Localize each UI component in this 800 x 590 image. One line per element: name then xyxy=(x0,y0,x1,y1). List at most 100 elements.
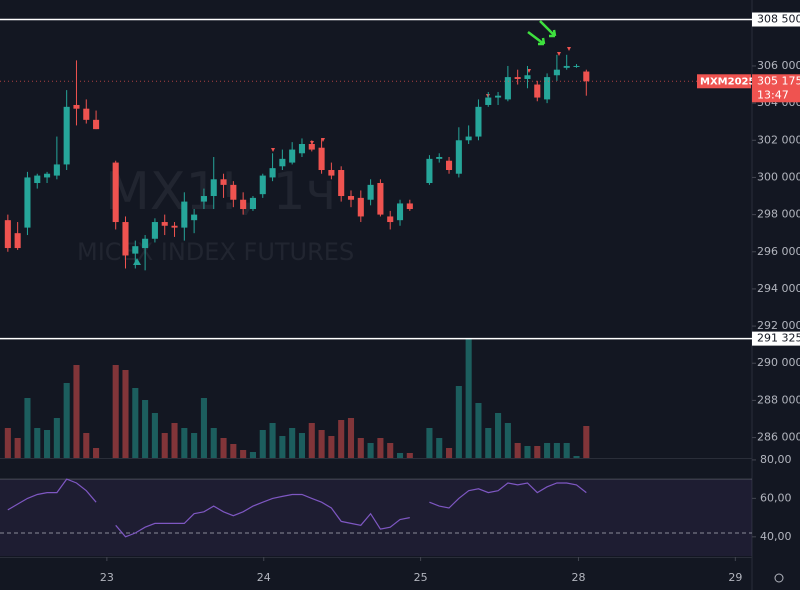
candle-body xyxy=(210,179,217,197)
candle-body xyxy=(230,184,237,200)
volume-bar xyxy=(279,436,286,458)
y-tick-label: 306 000 xyxy=(757,59,800,72)
sell-signal xyxy=(567,47,571,51)
volume-bar xyxy=(200,398,207,458)
candle-body xyxy=(485,97,492,105)
candle-body xyxy=(289,149,296,163)
candle-body xyxy=(24,177,31,228)
volume-bar xyxy=(534,446,541,458)
x-tick-label: 29 xyxy=(728,571,742,584)
countdown-label: 13:47 xyxy=(757,88,789,101)
rsi-line xyxy=(7,478,97,511)
price-label: 305 175 xyxy=(757,74,800,87)
candle-body xyxy=(573,65,580,67)
symbol-label: MXM2025 xyxy=(700,76,755,87)
candle-body xyxy=(387,216,394,223)
candle-body xyxy=(161,222,168,226)
arrow xyxy=(527,31,546,46)
level-label: 291 325 xyxy=(757,332,800,345)
volume-bar xyxy=(475,403,482,458)
candle-body xyxy=(367,184,374,200)
x-tick-label: 23 xyxy=(100,571,114,584)
sell-signal xyxy=(527,69,531,73)
candle-body xyxy=(446,160,453,171)
candle-body xyxy=(269,168,276,178)
volume-bar xyxy=(93,448,100,458)
arrow xyxy=(539,20,557,38)
candle-body xyxy=(308,143,315,150)
volume-bar xyxy=(553,443,560,458)
candle-body xyxy=(495,95,502,98)
candle-body xyxy=(534,84,541,98)
candle-body xyxy=(122,222,129,256)
candle-body xyxy=(93,119,100,130)
candle-body xyxy=(83,108,90,120)
candle-body xyxy=(220,179,227,185)
sell-signal xyxy=(271,148,275,152)
volume-bar xyxy=(446,448,453,458)
rsi-band xyxy=(0,479,752,557)
candle-body xyxy=(544,77,551,100)
volume-bar xyxy=(495,413,502,458)
level-label: 308 500 xyxy=(757,13,800,26)
volume-bar xyxy=(544,443,551,458)
candle-body xyxy=(279,158,286,167)
watermark-description: MICEX INDEX FUTURES xyxy=(77,238,354,266)
candle-body xyxy=(240,199,247,210)
price-tag xyxy=(752,74,800,103)
volume-bar xyxy=(83,433,90,458)
y-tick-label: 296 000 xyxy=(757,245,800,258)
candle-body xyxy=(357,197,364,217)
candle-body xyxy=(53,164,60,176)
candle-body xyxy=(318,147,325,171)
candle-body xyxy=(524,75,531,79)
rsi-tick-label: 60,00 xyxy=(760,491,792,504)
candle-body xyxy=(455,140,462,174)
candle-body xyxy=(553,69,560,76)
candle-body xyxy=(112,162,119,223)
y-tick-label: 294 000 xyxy=(757,282,800,295)
volume-bar xyxy=(318,430,325,458)
volume-bar xyxy=(465,338,472,458)
candle-body xyxy=(249,197,256,210)
candle-body xyxy=(181,201,188,228)
volume-bar xyxy=(191,433,198,458)
volume-bar xyxy=(151,413,158,458)
settings-icon-shape[interactable] xyxy=(774,573,784,583)
volume-bar xyxy=(14,438,21,458)
volume-bar xyxy=(583,426,590,458)
volume-bar xyxy=(4,428,11,458)
volume-bar xyxy=(230,444,237,458)
candle-body xyxy=(132,246,139,254)
candle-body xyxy=(63,106,70,165)
volume-bar xyxy=(347,418,355,458)
volume-bar xyxy=(44,430,51,458)
level-box xyxy=(752,331,800,346)
candle-body xyxy=(396,203,404,221)
volume-bar xyxy=(573,456,580,458)
candle-body xyxy=(200,196,207,202)
volume-bar xyxy=(142,400,149,458)
candle-body xyxy=(191,214,198,221)
volume-bar xyxy=(357,438,364,458)
rsi-tick-label: 40,00 xyxy=(760,530,792,543)
candle-body xyxy=(347,196,355,200)
y-tick-label: 292 000 xyxy=(757,319,800,332)
watermark-symbol: MX1!, 1ч xyxy=(105,162,336,222)
volume-bar xyxy=(367,443,374,458)
volume-bar xyxy=(298,433,306,458)
volume-bar xyxy=(122,370,129,458)
volume-bar xyxy=(436,438,443,458)
level-box xyxy=(752,12,800,27)
volume-bar xyxy=(132,388,139,458)
candle-body xyxy=(406,203,413,210)
y-tick-label: 302 000 xyxy=(757,133,800,146)
symbol-tag xyxy=(697,74,751,89)
volume-bar xyxy=(73,365,80,458)
x-tick-label: 25 xyxy=(414,571,428,584)
candle-body xyxy=(504,77,511,100)
settings-icon[interactable] xyxy=(774,573,784,583)
volume-bar xyxy=(504,423,511,458)
candle-body xyxy=(73,104,80,109)
volume-bar xyxy=(524,446,531,458)
